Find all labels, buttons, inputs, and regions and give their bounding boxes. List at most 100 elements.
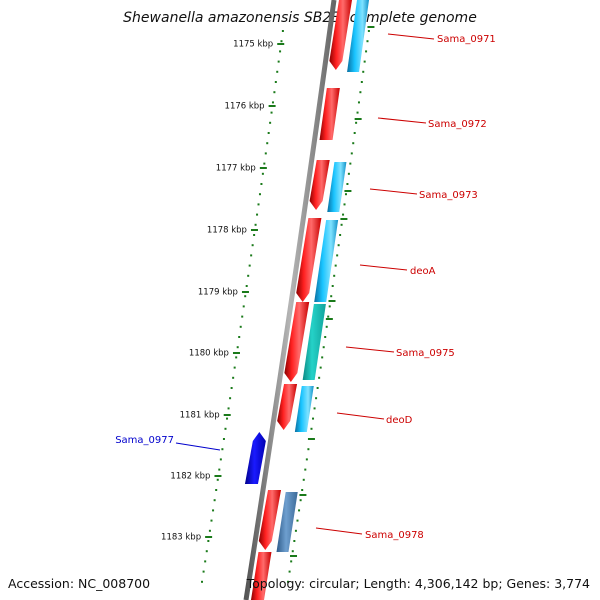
gene-callout-line bbox=[387, 33, 435, 40]
gene-arrow bbox=[329, 0, 352, 70]
scale-tick bbox=[259, 167, 267, 169]
scale-tick-label: 1179 kbp bbox=[198, 288, 238, 298]
scale-tick-label: 1183 kbp bbox=[161, 533, 201, 543]
feature-dot bbox=[367, 30, 370, 32]
scale-tick bbox=[223, 414, 231, 416]
feature-dot bbox=[350, 152, 353, 155]
scale-tick bbox=[268, 105, 276, 107]
scale-dot bbox=[245, 285, 248, 287]
feature-dot bbox=[347, 172, 350, 175]
feature-tick bbox=[340, 218, 348, 220]
feature-tick bbox=[367, 26, 375, 28]
gene-arrow bbox=[296, 218, 322, 302]
feature-tick bbox=[290, 555, 298, 557]
feature-tick bbox=[344, 190, 352, 192]
scale-dot bbox=[229, 397, 232, 400]
scale-dot bbox=[219, 458, 222, 461]
scale-dot bbox=[280, 40, 283, 43]
scale-dot bbox=[277, 60, 280, 63]
scale-dot bbox=[250, 254, 253, 257]
feature-tick bbox=[325, 318, 333, 320]
gene-callout-line bbox=[175, 442, 221, 451]
feature-dot bbox=[302, 478, 305, 481]
feature-dot bbox=[328, 305, 331, 308]
cds-feature bbox=[276, 492, 298, 552]
feature-dot bbox=[334, 264, 337, 267]
feature-dot bbox=[343, 203, 346, 206]
gene-label: Sama_0973 bbox=[419, 190, 478, 201]
scale-tick-label: 1180 kbp bbox=[189, 349, 229, 359]
gene-label: Sama_0975 bbox=[396, 348, 455, 359]
scale-tick bbox=[250, 229, 258, 231]
feature-dot bbox=[359, 91, 362, 94]
feature-dot bbox=[305, 458, 308, 461]
feature-tick bbox=[354, 118, 362, 120]
feature-dot bbox=[360, 81, 363, 83]
genome-backbone bbox=[243, 0, 337, 600]
gene-arrow bbox=[309, 160, 330, 210]
feature-dot bbox=[352, 142, 355, 145]
scale-dot bbox=[260, 183, 263, 185]
feature-dot bbox=[333, 274, 336, 277]
scale-dot bbox=[281, 30, 284, 32]
scale-dot bbox=[213, 499, 216, 502]
gene-label: Sama_0971 bbox=[437, 34, 496, 45]
feature-dot bbox=[330, 295, 333, 298]
gene-callout-line bbox=[369, 188, 418, 195]
accession-text: Accession: NC_008700 bbox=[8, 576, 151, 591]
scale-dot bbox=[253, 234, 256, 236]
scale-dot bbox=[227, 407, 230, 410]
scale-dot bbox=[257, 203, 260, 206]
scale-tick-label: 1176 kbp bbox=[225, 102, 265, 112]
feature-dot bbox=[301, 489, 304, 491]
scale-dot bbox=[226, 417, 229, 420]
scale-dot bbox=[232, 376, 235, 379]
gene-arrow bbox=[277, 384, 298, 430]
feature-dot bbox=[340, 223, 343, 226]
feature-dot bbox=[346, 183, 349, 185]
scale-dot bbox=[269, 121, 272, 124]
gene-arrow bbox=[258, 490, 282, 550]
scale-dot bbox=[244, 295, 247, 298]
feature-dot bbox=[366, 40, 369, 43]
feature-dot bbox=[310, 427, 313, 430]
cds-feature bbox=[327, 162, 347, 212]
feature-dot bbox=[324, 336, 327, 338]
feature-dot bbox=[336, 254, 339, 257]
feature-dot bbox=[318, 376, 321, 379]
feature-dot bbox=[342, 213, 345, 216]
scale-dot bbox=[247, 274, 250, 277]
feature-dot bbox=[307, 448, 310, 451]
scale-dot bbox=[276, 70, 279, 73]
feature-dot bbox=[362, 70, 365, 73]
scale-dot bbox=[261, 172, 264, 175]
scale-dot bbox=[222, 438, 225, 440]
scale-dot bbox=[270, 111, 273, 114]
scale-dot bbox=[251, 244, 254, 247]
gene-arrow bbox=[284, 302, 310, 382]
feature-tick bbox=[299, 494, 307, 496]
gene-callout-line bbox=[377, 117, 427, 124]
feature-dot bbox=[337, 244, 340, 247]
feature-dot bbox=[293, 540, 296, 542]
scale-dot bbox=[239, 325, 242, 328]
scale-dot bbox=[266, 142, 269, 145]
feature-dot bbox=[319, 366, 322, 369]
feature-dot bbox=[291, 550, 294, 553]
scale-dot bbox=[279, 50, 282, 53]
scale-dot bbox=[248, 264, 251, 267]
feature-dot bbox=[294, 529, 297, 532]
feature-dot bbox=[322, 346, 325, 349]
scale-dot bbox=[254, 223, 257, 226]
scale-dot bbox=[212, 509, 215, 512]
scale-dot bbox=[201, 580, 204, 583]
scale-dot bbox=[230, 387, 233, 389]
scale-dot bbox=[207, 540, 210, 542]
feature-dot bbox=[357, 101, 360, 104]
scale-dot bbox=[236, 346, 239, 349]
feature-dot bbox=[331, 285, 334, 287]
scale-tick-label: 1178 kbp bbox=[207, 226, 247, 236]
gene-callout-line bbox=[336, 412, 385, 420]
feature-dot bbox=[325, 325, 328, 328]
